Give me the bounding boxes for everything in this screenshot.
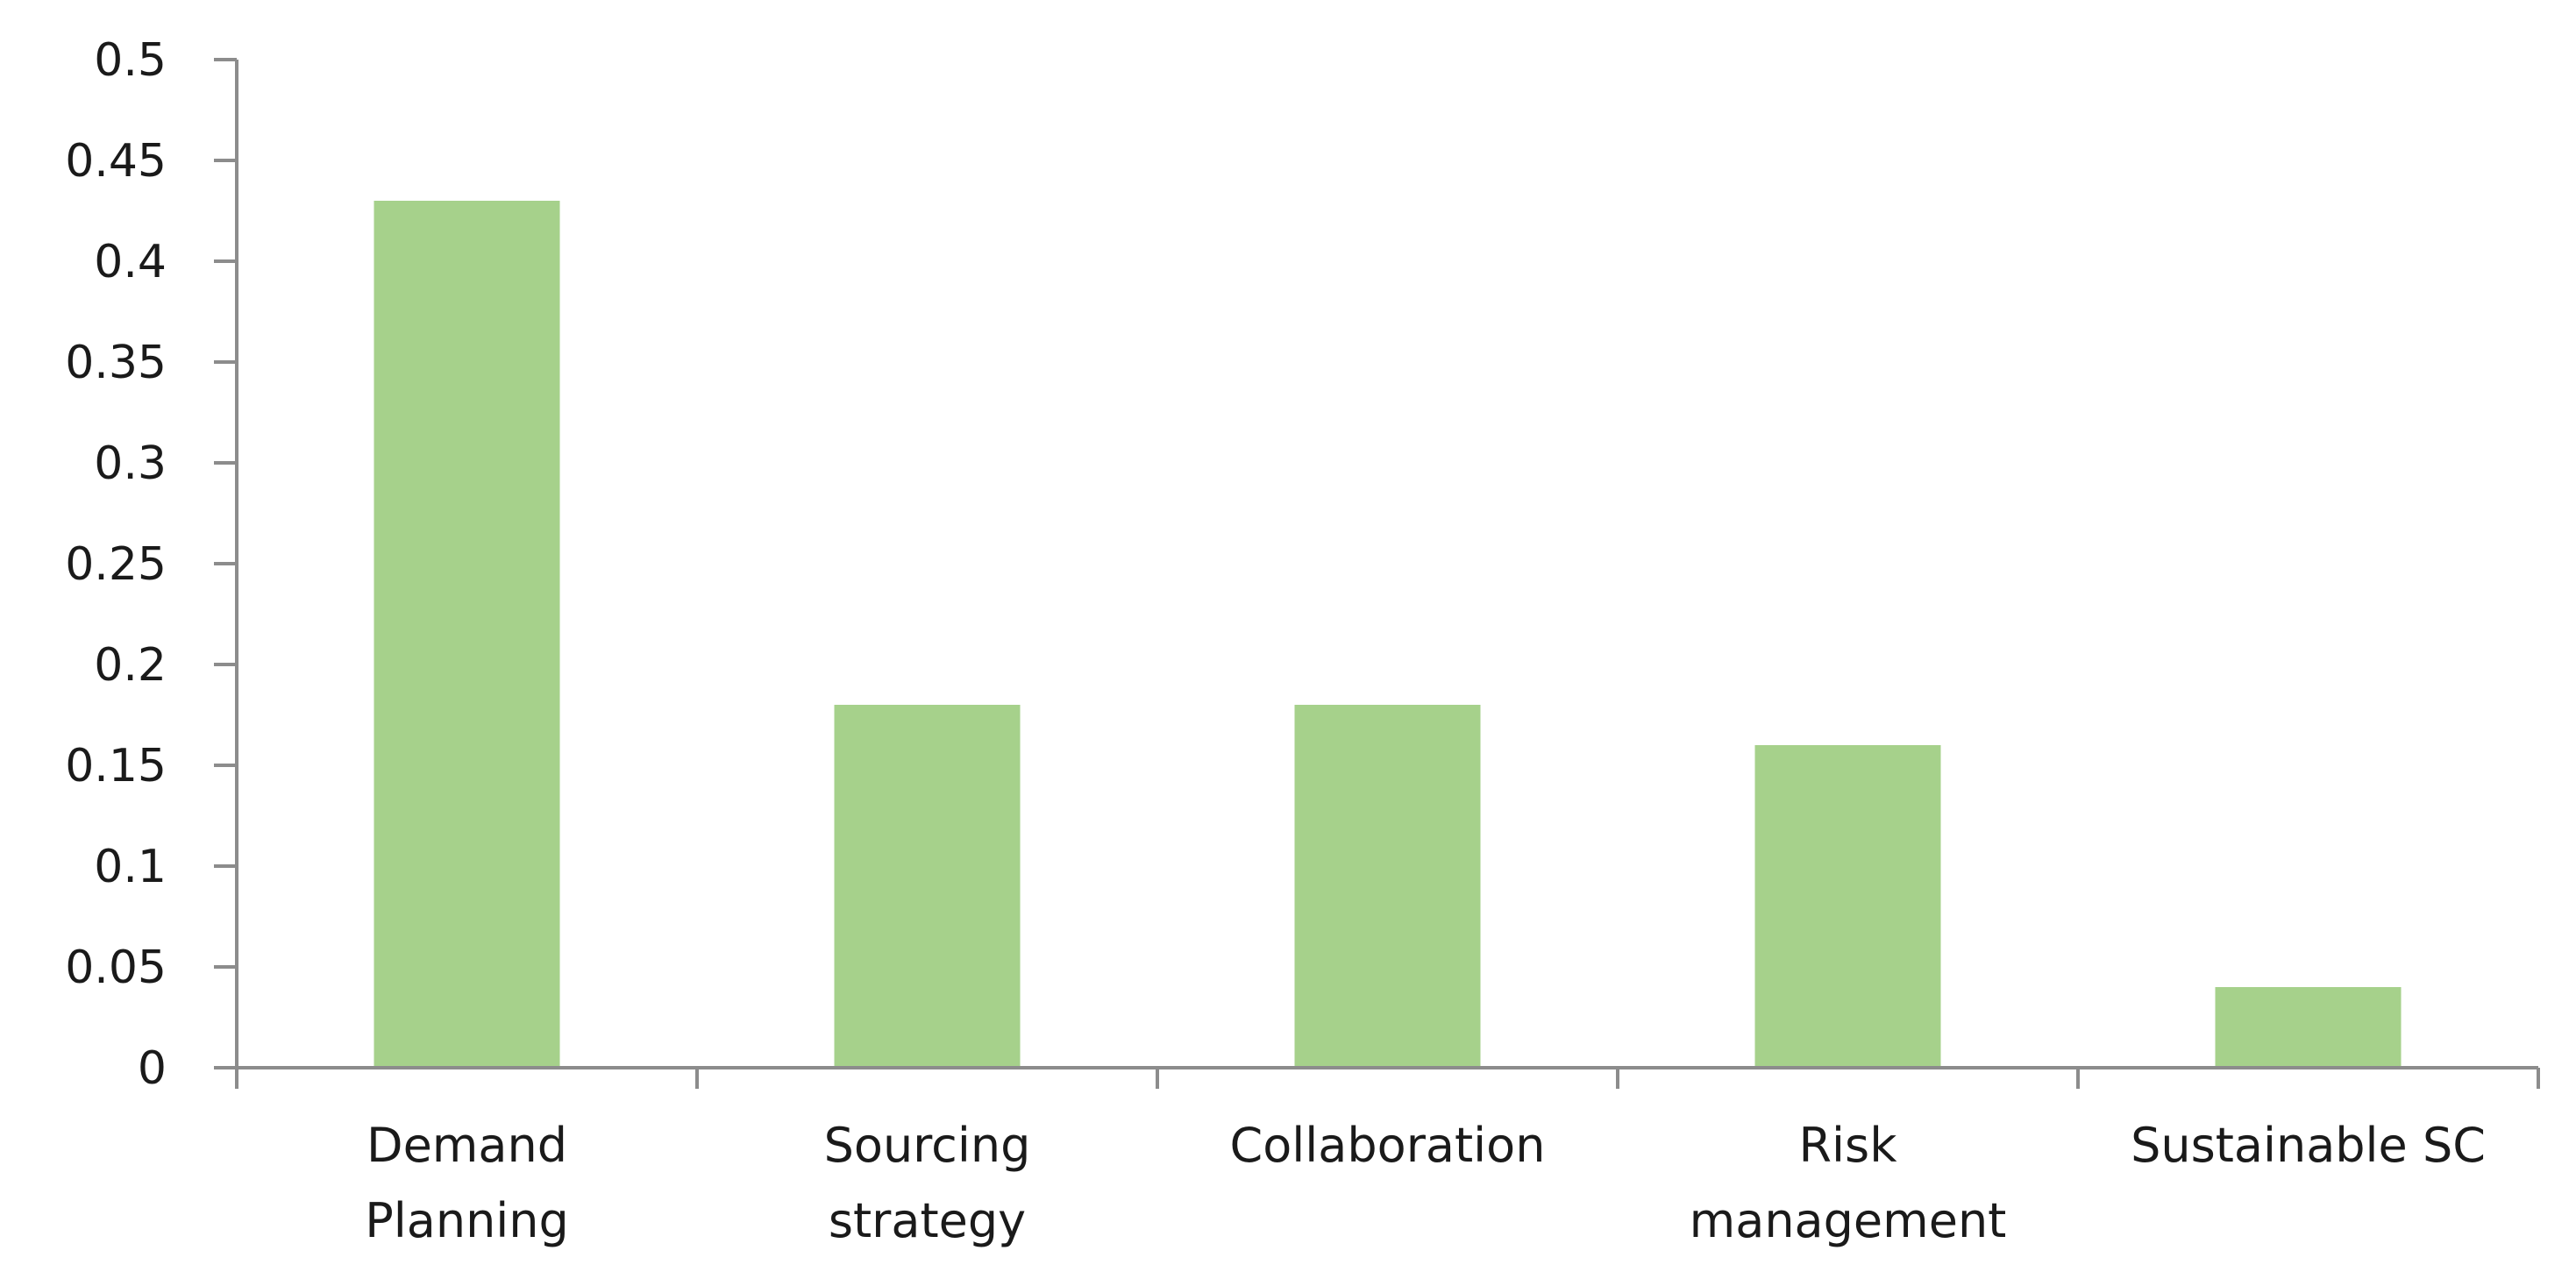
y-tick-label: 0.15 [65,740,167,792]
bar-risk-management [1754,745,1941,1068]
y-tick-label: 0.2 [94,639,167,692]
y-tick-label: 0.3 [94,437,167,490]
y-tick-label: 0 [138,1042,167,1095]
bar-collaboration [1294,705,1481,1068]
category-label: management [1690,1193,2007,1248]
category-label: Sourcing [824,1118,1031,1173]
category-label: Planning [365,1193,569,1248]
x-axis-labels: Demand Planning Sourcing strategy Collaborat… [365,1118,2486,1248]
y-tick-label: 0.45 [65,135,167,188]
y-tick-label: 0.05 [65,941,167,994]
y-tick-label: 0.35 [65,337,167,389]
bar-sustainable-sc [2215,987,2402,1068]
y-tick-label: 0.25 [65,538,167,591]
y-tick-label: 0.4 [94,236,167,288]
category-label: Risk [1799,1118,1898,1173]
bar-demand-planning [374,201,560,1068]
category-label: Collaboration [1230,1118,1546,1173]
category-label: Demand [366,1118,567,1173]
y-axis-ticks: 0 0.05 0.1 0.15 0.2 0.25 0.3 0.35 0.4 0.45 0.5 [65,34,237,1095]
bar-sourcing-strategy [834,705,1021,1068]
y-tick-label: 0.5 [94,34,167,87]
category-label: strategy [829,1193,1026,1248]
bars-layer [374,201,2402,1068]
category-label: Sustainable SC [2131,1118,2486,1173]
y-tick-label: 0.1 [94,841,167,893]
